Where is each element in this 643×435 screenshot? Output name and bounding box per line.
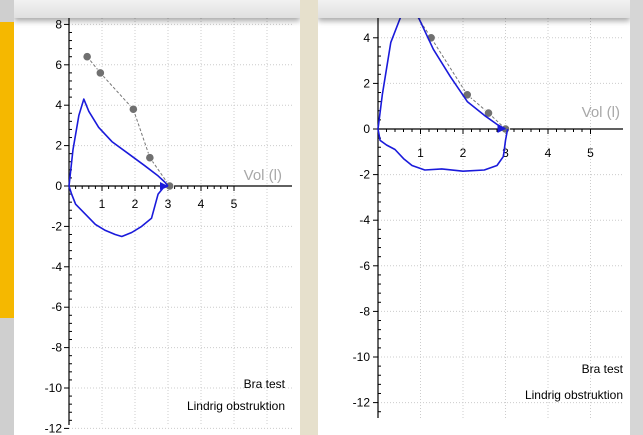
y-tick-label: 0 <box>55 179 62 193</box>
y-tick-label: -2 <box>359 168 370 182</box>
y-tick-label: 2 <box>55 139 62 153</box>
caption-test-quality: Bra test <box>582 362 624 376</box>
y-tick-label: -6 <box>51 300 62 314</box>
predicted-line <box>86 56 171 187</box>
x-tick-label: 4 <box>198 197 205 211</box>
flow-arrow <box>160 182 168 190</box>
y-tick-label: -10 <box>45 381 63 395</box>
x-axis-label: Vol (l) <box>582 104 620 121</box>
x-tick-label: 4 <box>545 146 552 160</box>
grid <box>69 12 292 429</box>
x-tick-label: 1 <box>417 146 424 160</box>
x-tick-label: 5 <box>231 197 238 211</box>
predicted-point <box>82 52 92 62</box>
predicted-point <box>483 108 494 118</box>
chart-panel-left: 8 6 4 2 0 -2 -4 -6 -8 -10 -12 1 2 3 4 5 Vol (l) Bra test L… <box>14 0 300 435</box>
y-tick-label: -8 <box>51 341 62 355</box>
top-overlay <box>318 0 630 18</box>
y-tick-label: -4 <box>359 213 370 227</box>
predicted-point <box>145 153 155 163</box>
y-tick-label: 4 <box>363 31 370 45</box>
y-tick-label: 2 <box>363 76 370 90</box>
flow-volume-chart-right: 4 2 0 -2 -4 -6 -8 -10 -12 1 2 3 4 5 Vol (l) Bra test Lin… <box>353 0 624 418</box>
y-tick-label: 8 <box>55 17 62 31</box>
chart-panel-right: 4 2 0 -2 -4 -6 -8 -10 -12 1 2 3 4 5 Vol (l) Bra test Lin… <box>318 0 630 435</box>
panel-divider <box>300 0 318 435</box>
y-tick-label: 0 <box>363 122 370 136</box>
x-tick-label: 2 <box>460 146 467 160</box>
grid <box>378 0 623 418</box>
y-tick-label: -8 <box>359 304 370 318</box>
y-tick-label: -4 <box>51 260 62 274</box>
x-tick-label: 1 <box>99 197 106 211</box>
expiratory-curve <box>377 2 506 130</box>
y-tick-label: -12 <box>353 396 371 410</box>
caption-test-quality: Bra test <box>244 377 286 391</box>
flow-volume-chart-left: 8 6 4 2 0 -2 -4 -6 -8 -10 -12 1 2 3 4 5 Vol (l) Bra test L… <box>45 12 292 435</box>
expiratory-curve <box>68 98 169 187</box>
x-tick-label: 3 <box>165 197 172 211</box>
predicted-point <box>95 68 105 78</box>
background-strip-right <box>630 0 643 435</box>
predicted-point <box>128 104 138 114</box>
flow-arrow <box>497 125 506 133</box>
top-overlay <box>14 0 300 18</box>
accent-bar <box>0 22 14 318</box>
y-tick-label: 4 <box>55 98 62 112</box>
x-axis-label: Vol (l) <box>244 167 282 184</box>
y-tick-label: -2 <box>51 219 62 233</box>
caption-diagnosis: Lindrig obstruktion <box>187 399 285 413</box>
caption-diagnosis: Lindrig obstruktion <box>525 388 623 402</box>
x-tick-label: 3 <box>502 146 509 160</box>
x-tick-label: 2 <box>132 197 139 211</box>
inspiratory-curve <box>377 128 509 172</box>
inspiratory-curve <box>68 185 169 238</box>
y-tick-label: -12 <box>45 421 63 435</box>
y-tick-label: -6 <box>359 259 370 273</box>
y-tick-label: 6 <box>55 58 62 72</box>
y-tick-label: -10 <box>353 350 371 364</box>
x-tick-label: 5 <box>587 146 594 160</box>
